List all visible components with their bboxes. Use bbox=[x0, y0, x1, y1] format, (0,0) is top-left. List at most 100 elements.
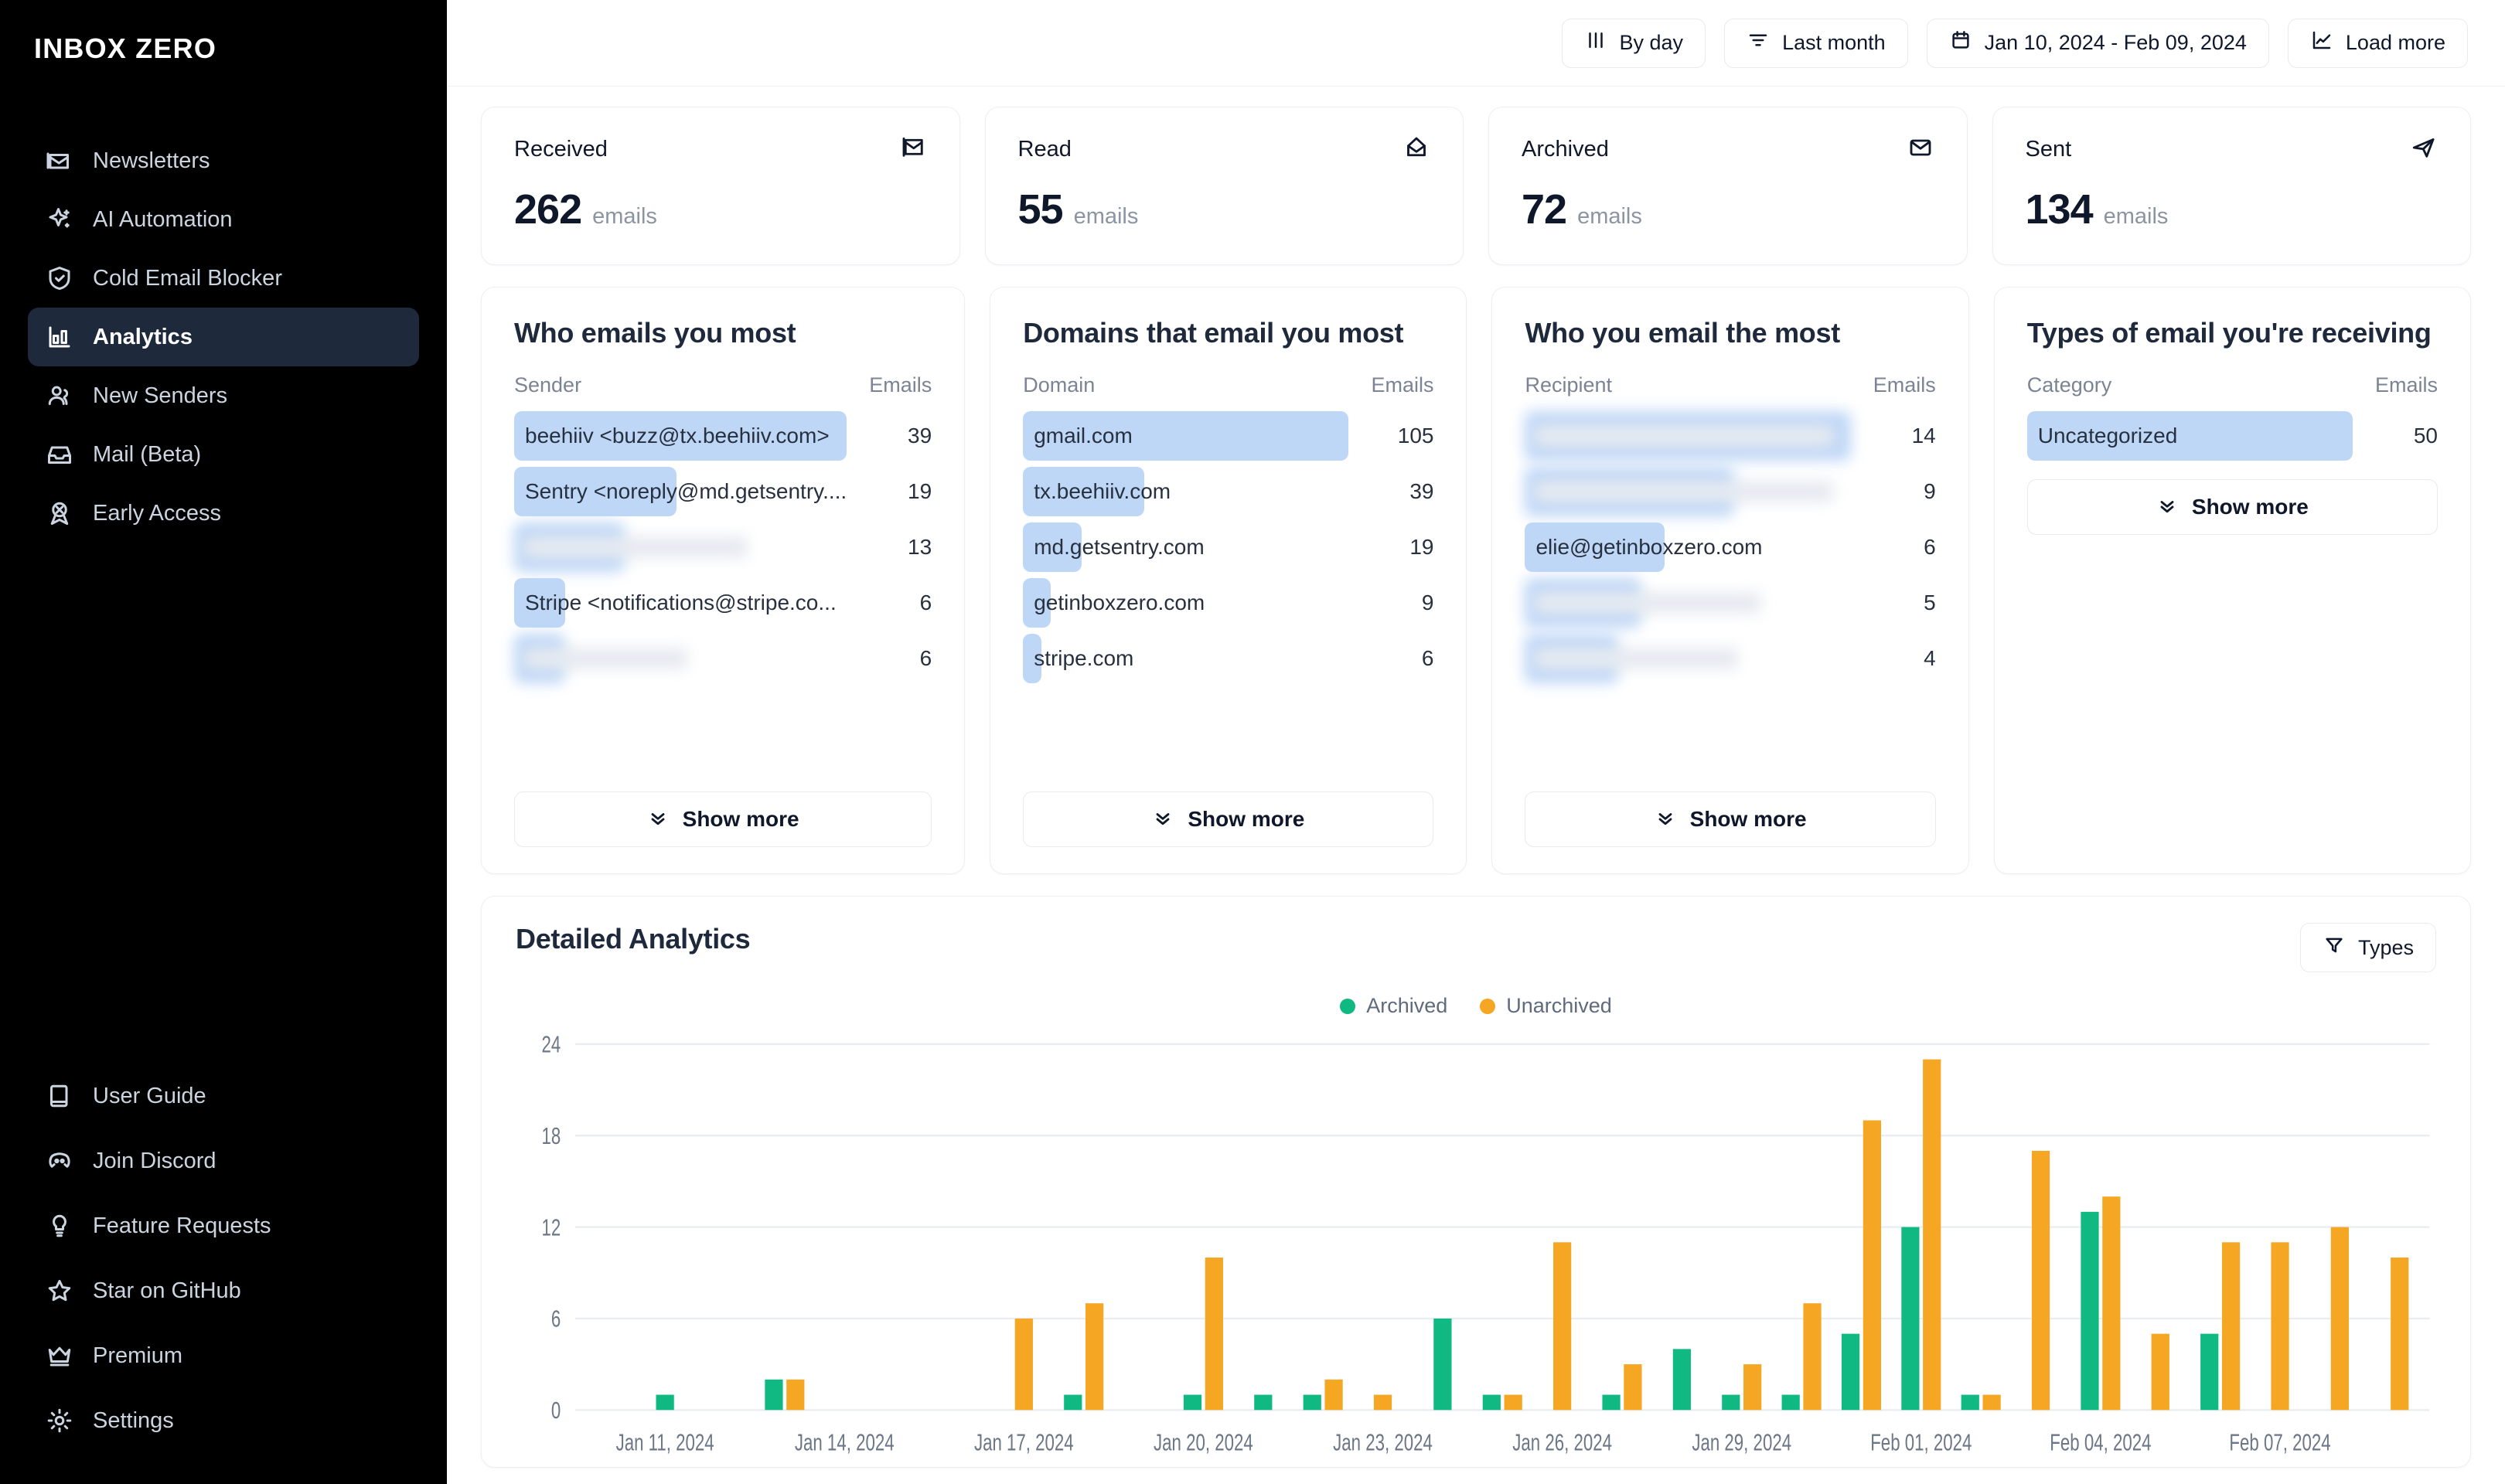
bar-archived[interactable] bbox=[1303, 1394, 1321, 1411]
sidebar-item-user-guide[interactable]: User Guide bbox=[28, 1064, 419, 1128]
bar-archived[interactable] bbox=[2200, 1333, 2219, 1411]
show-more-button[interactable]: Show more bbox=[1525, 791, 1936, 847]
sidebar-item-cold-email-blocker[interactable]: Cold Email Blocker bbox=[28, 249, 419, 308]
date-range-button[interactable]: Jan 10, 2024 - Feb 09, 2024 bbox=[1926, 18, 2269, 68]
card-who-emails-you-most: Who emails you most Sender Emails beehii… bbox=[481, 287, 966, 874]
bar-unarchived[interactable] bbox=[1205, 1258, 1223, 1411]
bar-unarchived[interactable] bbox=[2221, 1242, 2241, 1411]
table-row[interactable]: 13 bbox=[514, 519, 932, 575]
send-icon bbox=[2410, 134, 2438, 165]
row-count: 4 bbox=[1924, 646, 1936, 670]
sidebar-item-mail-beta[interactable]: Mail (Beta) bbox=[28, 425, 419, 484]
sidebar-item-early-access[interactable]: Early Access bbox=[28, 484, 419, 543]
show-more-button[interactable]: Show more bbox=[2026, 479, 2438, 535]
legend-item-archived[interactable]: Archived bbox=[1340, 994, 1447, 1018]
sidebar-item-ai-automation[interactable]: AI Automation bbox=[28, 190, 419, 249]
legend-item-unarchived[interactable]: Unarchived bbox=[1480, 994, 1612, 1018]
table-row[interactable]: getinboxzero.com 9 bbox=[1023, 575, 1433, 631]
bar-fill bbox=[514, 467, 677, 516]
stat-unit: emails bbox=[1073, 204, 1139, 229]
bar-archived[interactable] bbox=[1781, 1394, 1800, 1411]
table-row[interactable]: 5 bbox=[1525, 575, 1936, 631]
bar-unarchived[interactable] bbox=[1923, 1059, 1941, 1411]
bar-unarchived[interactable] bbox=[2391, 1258, 2409, 1411]
sidebar-item-settings[interactable]: Settings bbox=[28, 1388, 419, 1453]
table-row[interactable]: 4 bbox=[1525, 631, 1936, 686]
sidebar-item-new-senders[interactable]: New Senders bbox=[28, 366, 419, 425]
table-row[interactable]: gmail.com 105 bbox=[1023, 408, 1433, 464]
bar-archived[interactable] bbox=[1482, 1394, 1501, 1411]
types-filter-button[interactable]: Types bbox=[2299, 923, 2436, 972]
bar-unarchived[interactable] bbox=[1373, 1394, 1392, 1411]
bar-archived[interactable] bbox=[1672, 1349, 1691, 1411]
table-row[interactable]: elie@getinboxzero.com 6 bbox=[1525, 519, 1936, 575]
row-count: 6 bbox=[919, 591, 932, 614]
row-count: 6 bbox=[1924, 535, 1936, 559]
app-logo: INBOX ZERO bbox=[34, 32, 217, 64]
bar-fill bbox=[1023, 411, 1349, 461]
table-row[interactable]: 6 bbox=[514, 631, 932, 686]
bar-archived[interactable] bbox=[1254, 1394, 1273, 1411]
bar-archived[interactable] bbox=[1064, 1394, 1082, 1411]
sidebar-item-join-discord[interactable]: Join Discord bbox=[28, 1128, 419, 1193]
bar-unarchived[interactable] bbox=[2151, 1333, 2169, 1411]
bar-unarchived[interactable] bbox=[1982, 1394, 2001, 1411]
table-row[interactable]: tx.beehiiv.com 39 bbox=[1023, 464, 1433, 519]
sidebar-nav-secondary: User Guide Join Discord Feature Requests… bbox=[0, 1064, 447, 1484]
detailed-analytics-bar-chart[interactable]: 0 6 12 18 24 Jan 11, 2024 Jan 14, 2024 Jan 17, … bbox=[516, 1035, 2436, 1467]
bar-unarchived[interactable] bbox=[2330, 1227, 2349, 1411]
stat-card-sent: Sent 134 emails bbox=[1992, 107, 2471, 265]
row-label: getinboxzero.com bbox=[1034, 591, 1205, 614]
load-more-button[interactable]: Load more bbox=[2287, 18, 2468, 68]
bar-unarchived[interactable] bbox=[1803, 1303, 1822, 1411]
bar-unarchived[interactable] bbox=[2271, 1242, 2289, 1411]
bar-archived[interactable] bbox=[1183, 1394, 1202, 1411]
period-button[interactable]: Last month bbox=[1724, 18, 1908, 68]
bar-unarchived[interactable] bbox=[1086, 1303, 1104, 1411]
bar-fill bbox=[514, 411, 847, 461]
bar-unarchived[interactable] bbox=[2031, 1150, 2050, 1411]
table-row[interactable]: Sentry <noreply@md.getsentry.... 19 bbox=[514, 464, 932, 519]
bar-archived[interactable] bbox=[1901, 1227, 1920, 1411]
book-icon bbox=[45, 1081, 74, 1111]
bar-archived[interactable] bbox=[656, 1394, 674, 1411]
sidebar-item-feature-requests[interactable]: Feature Requests bbox=[28, 1193, 419, 1258]
svg-text:24: 24 bbox=[541, 1035, 561, 1057]
sidebar-item-star-on-github[interactable]: Star on GitHub bbox=[28, 1258, 419, 1323]
bar-archived[interactable] bbox=[2081, 1211, 2099, 1411]
table-row[interactable]: stripe.com 6 bbox=[1023, 631, 1433, 686]
bar-archived[interactable] bbox=[1433, 1318, 1452, 1411]
sidebar-item-premium[interactable]: Premium bbox=[28, 1323, 419, 1388]
sidebar-item-label: Feature Requests bbox=[93, 1213, 271, 1238]
table-row[interactable]: Uncategorized 50 bbox=[2026, 408, 2438, 464]
bar-unarchived[interactable] bbox=[1863, 1120, 1881, 1411]
sidebar-item-newsletters[interactable]: Newsletters bbox=[28, 131, 419, 190]
sidebar-item-analytics[interactable]: Analytics bbox=[28, 308, 419, 366]
show-more-button[interactable]: Show more bbox=[514, 791, 932, 847]
bar-unarchived[interactable] bbox=[1553, 1242, 1572, 1411]
bar-unarchived[interactable] bbox=[1014, 1318, 1033, 1411]
table-row[interactable]: md.getsentry.com 19 bbox=[1023, 519, 1433, 575]
bar-archived[interactable] bbox=[765, 1379, 783, 1411]
bar-archived[interactable] bbox=[1602, 1394, 1621, 1411]
bar-archived[interactable] bbox=[1961, 1394, 1979, 1411]
bar-unarchived[interactable] bbox=[2102, 1196, 2121, 1411]
row-label: gmail.com bbox=[1034, 424, 1133, 448]
types-label: Types bbox=[2357, 935, 2414, 959]
bar-unarchived[interactable] bbox=[1743, 1364, 1762, 1411]
bar-archived[interactable] bbox=[1722, 1394, 1740, 1411]
by-day-button[interactable]: By day bbox=[1561, 18, 1706, 68]
bar-unarchived[interactable] bbox=[1324, 1379, 1343, 1411]
table-row[interactable]: 9 bbox=[1525, 464, 1936, 519]
show-more-button[interactable]: Show more bbox=[1023, 791, 1434, 847]
bar-unarchived[interactable] bbox=[1624, 1364, 1642, 1411]
row-count: 19 bbox=[1409, 535, 1434, 559]
bar-archived[interactable] bbox=[1841, 1333, 1860, 1411]
table-row[interactable]: beehiiv <buzz@tx.beehiiv.com> 39 bbox=[514, 408, 932, 464]
bar-unarchived[interactable] bbox=[786, 1379, 805, 1411]
legend-label: Unarchived bbox=[1506, 994, 1612, 1017]
table-row[interactable]: 14 bbox=[1525, 408, 1936, 464]
bar-unarchived[interactable] bbox=[1504, 1394, 1522, 1411]
table-row[interactable]: Stripe <notifications@stripe.co... 6 bbox=[514, 575, 932, 631]
